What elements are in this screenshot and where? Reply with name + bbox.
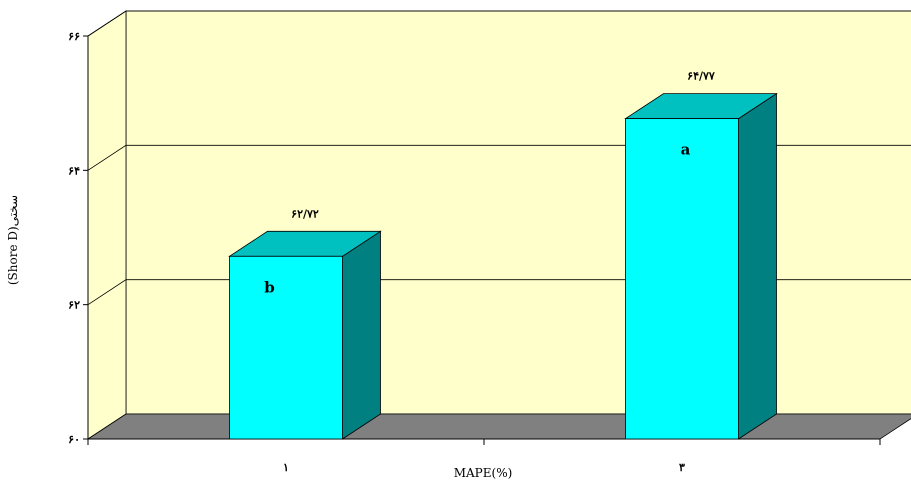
gridline — [87, 10, 911, 37]
y-ticks: ۶۰ ۶۲ ۶۴ ۶۶ — [68, 30, 88, 446]
bar — [624, 92, 778, 440]
y-tick-label: ۶۰ — [68, 433, 80, 446]
bars — [228, 92, 778, 440]
floor — [86, 413, 911, 440]
bar-value-label: ۶۲/۷۲ — [291, 207, 319, 220]
bar-group-letter: b — [264, 278, 275, 296]
bar-front — [625, 118, 739, 440]
x-tick-label: ۱ — [283, 461, 289, 474]
labels: ۶۲/۷۲ b ۶۴/۷۷ a — [264, 70, 715, 297]
bar-side — [738, 92, 777, 440]
bar-group-letter: a — [681, 141, 691, 159]
y-tick-label: ۶۶ — [68, 30, 80, 43]
bar — [228, 230, 382, 440]
x-tick-label: ۳ — [679, 461, 685, 474]
bar-value-label: ۶۴/۷۷ — [687, 70, 715, 83]
y-tick-label: ۶۴ — [68, 164, 80, 177]
bar-side — [342, 230, 381, 440]
side-wall — [87, 10, 127, 440]
y-axis-label: (Shore D)سختی — [6, 195, 20, 285]
y-tick-label: ۶۲ — [68, 299, 80, 312]
bar-front — [229, 255, 343, 440]
x-axis-label: MAPE(%) — [454, 466, 513, 480]
